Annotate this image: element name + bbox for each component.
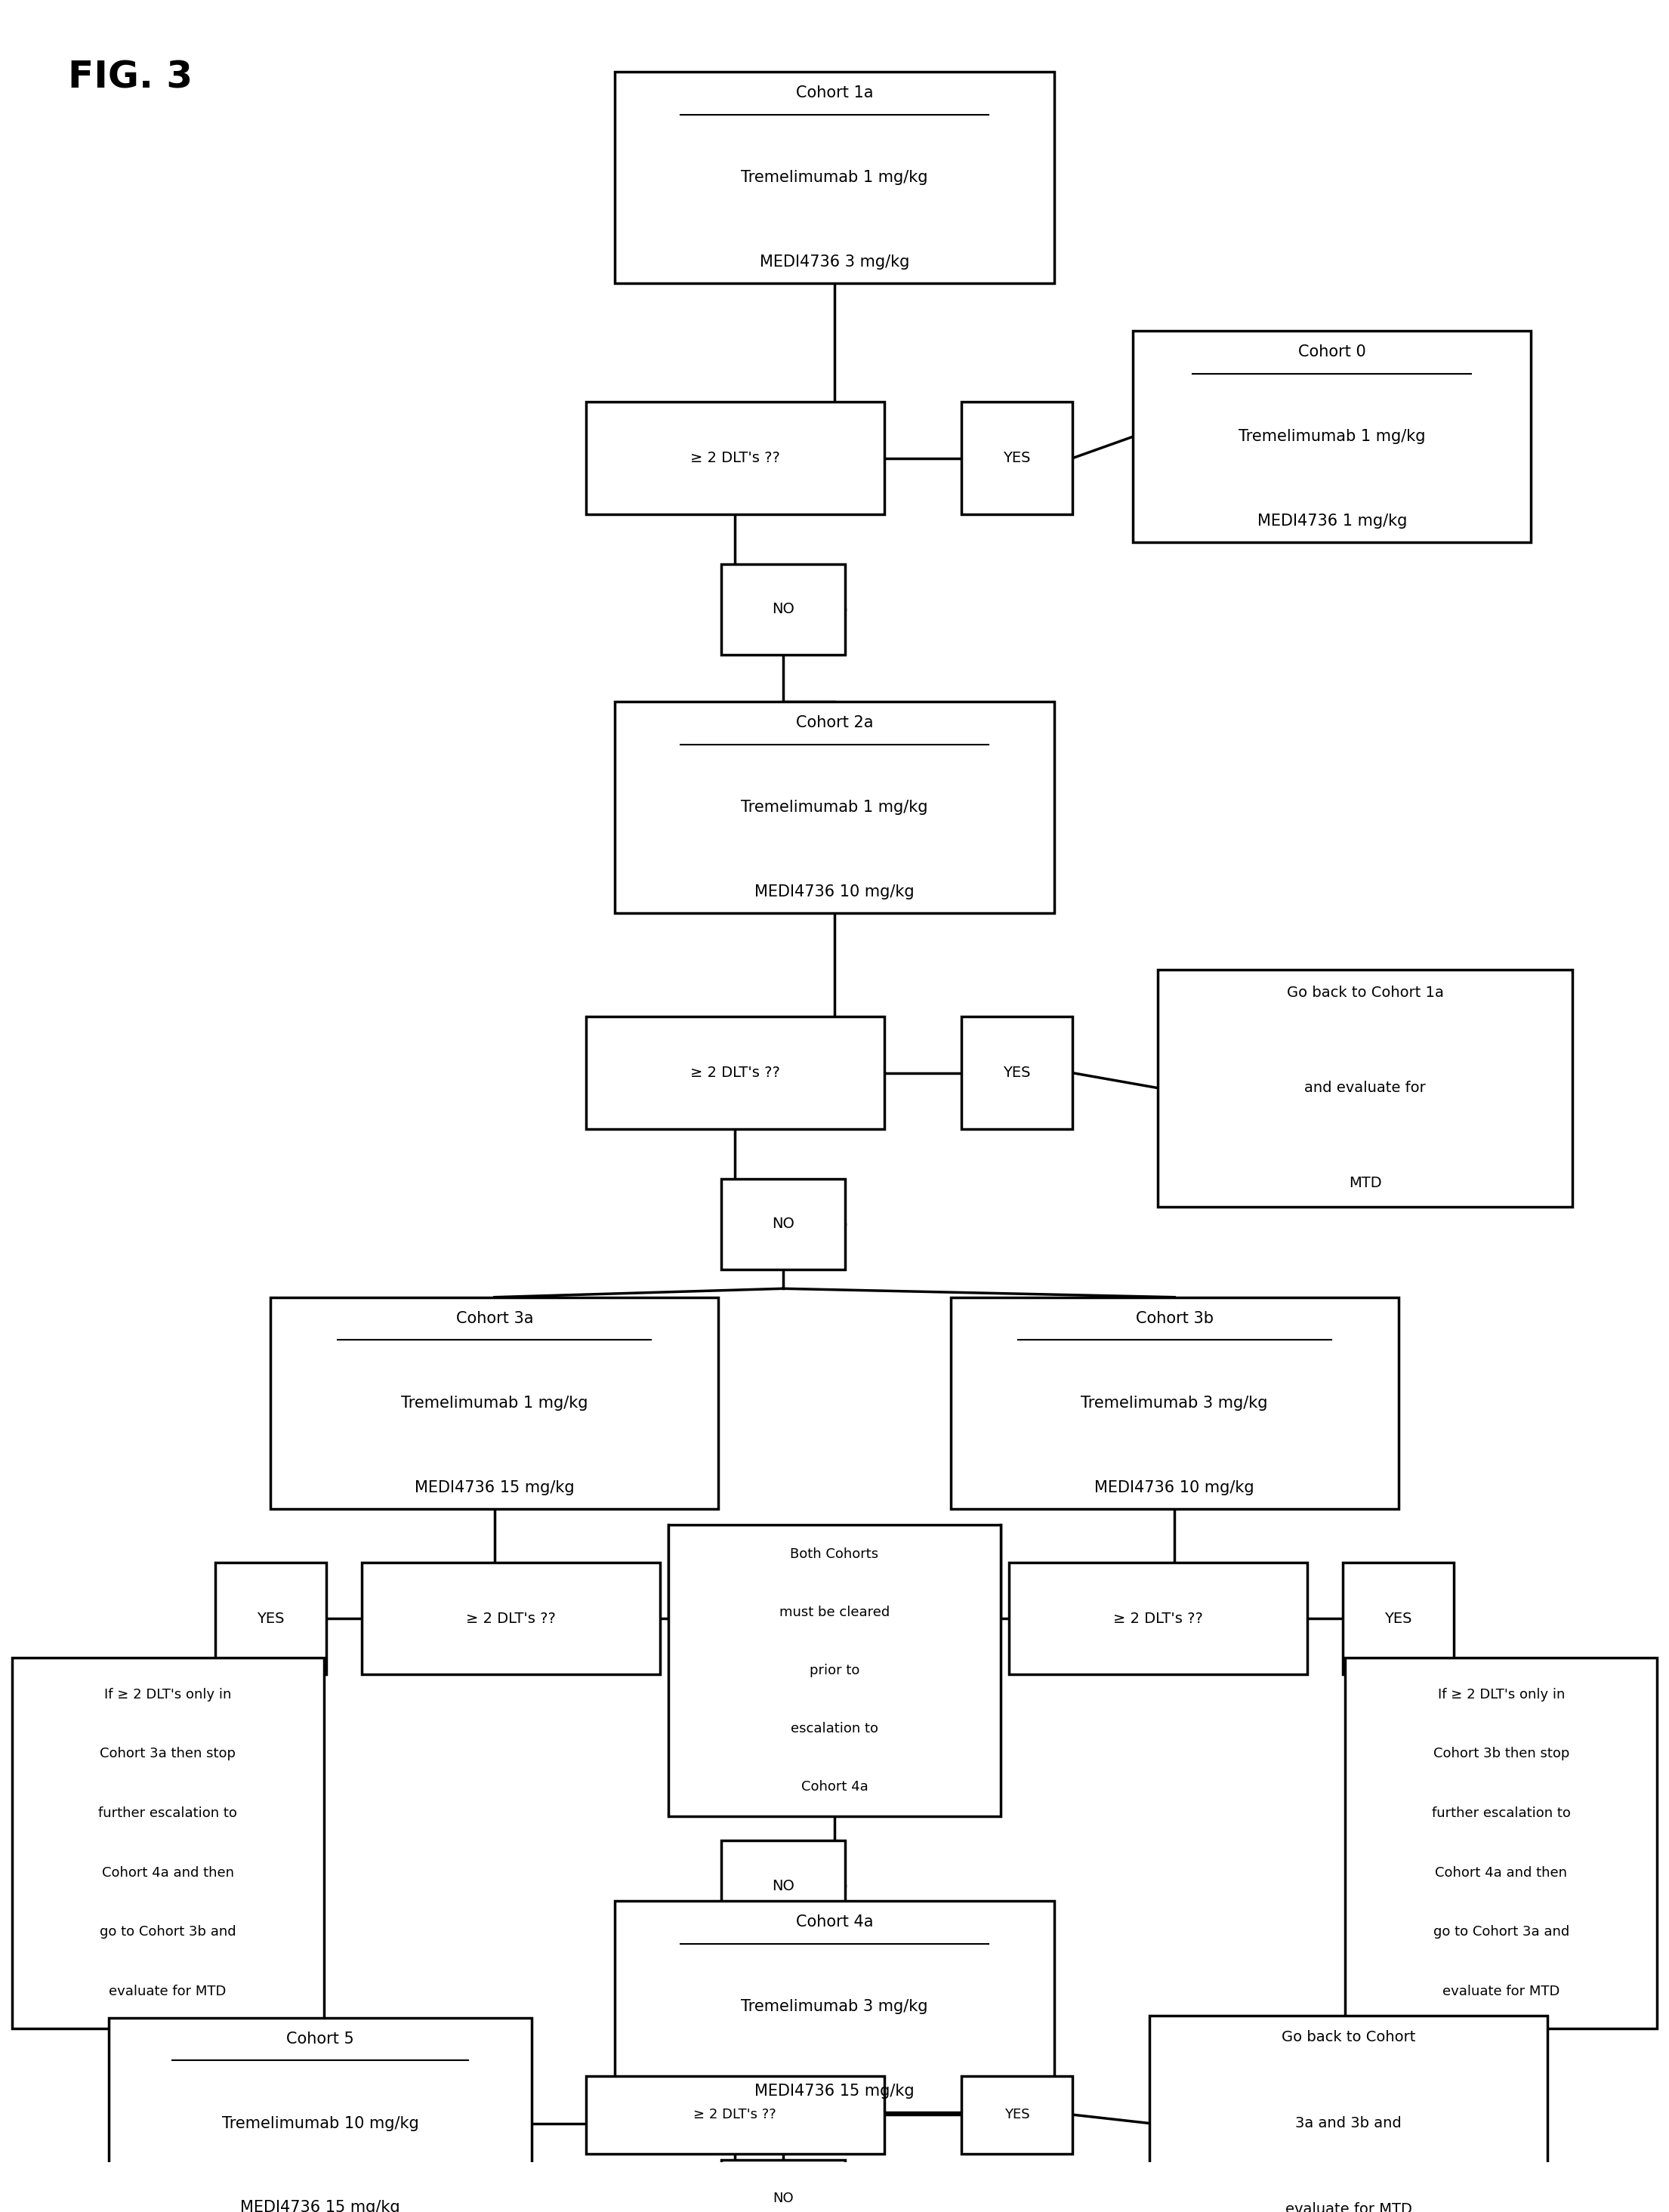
Text: evaluate for MTD: evaluate for MTD: [108, 1984, 227, 1997]
Text: YES: YES: [1005, 2108, 1030, 2121]
Text: evaluate for MTD: evaluate for MTD: [1442, 1984, 1561, 1997]
Bar: [721, 2159, 845, 2212]
Text: Tremelimumab 1 mg/kg: Tremelimumab 1 mg/kg: [741, 170, 928, 186]
Bar: [721, 564, 845, 655]
Text: ≥ 2 DLT's ??: ≥ 2 DLT's ??: [689, 451, 779, 465]
Text: Tremelimumab 1 mg/kg: Tremelimumab 1 mg/kg: [741, 801, 928, 816]
Text: Tremelimumab 3 mg/kg: Tremelimumab 3 mg/kg: [741, 2000, 928, 2015]
Text: FIG. 3: FIG. 3: [68, 60, 194, 95]
Text: Cohort 3a: Cohort 3a: [456, 1312, 532, 1325]
Bar: [951, 1296, 1399, 1509]
Text: Cohort 1a: Cohort 1a: [796, 86, 873, 102]
Text: ≥ 2 DLT's ??: ≥ 2 DLT's ??: [1113, 1610, 1203, 1626]
Text: Cohort 4a: Cohort 4a: [796, 1916, 873, 1929]
Text: Cohort 5: Cohort 5: [287, 2031, 354, 2046]
Bar: [270, 1296, 718, 1509]
Text: MEDI4736 10 mg/kg: MEDI4736 10 mg/kg: [754, 885, 915, 900]
Text: ≥ 2 DLT's ??: ≥ 2 DLT's ??: [694, 2108, 776, 2121]
Text: Both Cohorts: Both Cohorts: [791, 1546, 878, 1562]
Text: ≥ 2 DLT's ??: ≥ 2 DLT's ??: [689, 1066, 779, 1079]
Text: escalation to: escalation to: [791, 1721, 878, 1736]
Text: MEDI4736 3 mg/kg: MEDI4736 3 mg/kg: [759, 254, 910, 270]
Text: NO: NO: [771, 602, 794, 617]
Text: Go back to Cohort 1a: Go back to Cohort 1a: [1287, 987, 1444, 1000]
Text: ≥ 2 DLT's ??: ≥ 2 DLT's ??: [466, 1610, 556, 1626]
Bar: [1008, 1562, 1307, 1674]
Text: MEDI4736 15 mg/kg: MEDI4736 15 mg/kg: [240, 2201, 401, 2212]
Bar: [586, 1018, 885, 1128]
Text: Cohort 0: Cohort 0: [1298, 345, 1365, 361]
Bar: [614, 73, 1055, 283]
Text: YES: YES: [257, 1610, 284, 1626]
Bar: [1158, 969, 1572, 1206]
Text: go to Cohort 3a and: go to Cohort 3a and: [1434, 1924, 1569, 1938]
Bar: [961, 2075, 1073, 2154]
Text: Cohort 3b: Cohort 3b: [1135, 1312, 1213, 1325]
Text: YES: YES: [1385, 1610, 1412, 1626]
Text: Tremelimumab 10 mg/kg: Tremelimumab 10 mg/kg: [222, 2115, 419, 2130]
Text: 3a and 3b and: 3a and 3b and: [1295, 2117, 1402, 2130]
Text: NO: NO: [773, 2192, 793, 2205]
Text: If ≥ 2 DLT's only in: If ≥ 2 DLT's only in: [103, 1688, 232, 1701]
Bar: [215, 1562, 325, 1674]
Text: further escalation to: further escalation to: [98, 1807, 237, 1820]
Text: Cohort 3b then stop: Cohort 3b then stop: [1434, 1747, 1569, 1761]
Text: must be cleared: must be cleared: [779, 1606, 890, 1619]
Text: YES: YES: [1003, 451, 1031, 465]
Text: If ≥ 2 DLT's only in: If ≥ 2 DLT's only in: [1437, 1688, 1566, 1701]
Bar: [721, 1179, 845, 1270]
Bar: [669, 1524, 1000, 1816]
Bar: [614, 701, 1055, 914]
Text: MTD: MTD: [1349, 1177, 1382, 1190]
Bar: [586, 403, 885, 513]
Text: Tremelimumab 3 mg/kg: Tremelimumab 3 mg/kg: [1082, 1396, 1268, 1411]
Bar: [108, 2017, 532, 2212]
Bar: [1345, 1657, 1657, 2028]
Text: MEDI4736 15 mg/kg: MEDI4736 15 mg/kg: [754, 2084, 915, 2099]
Text: further escalation to: further escalation to: [1432, 1807, 1571, 1820]
Text: Tremelimumab 1 mg/kg: Tremelimumab 1 mg/kg: [1238, 429, 1425, 445]
Text: MEDI4736 1 mg/kg: MEDI4736 1 mg/kg: [1257, 513, 1407, 529]
Text: Cohort 4a and then: Cohort 4a and then: [1435, 1865, 1567, 1880]
Bar: [362, 1562, 661, 1674]
Bar: [961, 403, 1073, 513]
Text: Cohort 4a: Cohort 4a: [801, 1781, 868, 1794]
Bar: [12, 1657, 324, 2028]
Text: prior to: prior to: [809, 1663, 860, 1677]
Text: and evaluate for: and evaluate for: [1305, 1082, 1425, 1095]
Text: Tremelimumab 1 mg/kg: Tremelimumab 1 mg/kg: [401, 1396, 587, 1411]
Text: Cohort 3a then stop: Cohort 3a then stop: [100, 1747, 235, 1761]
Bar: [961, 1018, 1073, 1128]
Bar: [586, 2075, 885, 2154]
Text: Go back to Cohort: Go back to Cohort: [1282, 2031, 1415, 2044]
Text: go to Cohort 3b and: go to Cohort 3b and: [100, 1924, 235, 1938]
Bar: [1344, 1562, 1454, 1674]
Text: Cohort 2a: Cohort 2a: [796, 714, 873, 730]
Text: YES: YES: [1003, 1066, 1031, 1079]
Bar: [1133, 332, 1530, 542]
Bar: [614, 1900, 1055, 2112]
Bar: [721, 1840, 845, 1931]
Text: NO: NO: [771, 1878, 794, 1893]
Bar: [1150, 2015, 1547, 2212]
Text: MEDI4736 10 mg/kg: MEDI4736 10 mg/kg: [1095, 1480, 1255, 1495]
Text: evaluate for MTD: evaluate for MTD: [1285, 2203, 1412, 2212]
Text: NO: NO: [771, 1217, 794, 1232]
Text: Cohort 4a and then: Cohort 4a and then: [102, 1865, 234, 1880]
Text: MEDI4736 15 mg/kg: MEDI4736 15 mg/kg: [414, 1480, 574, 1495]
